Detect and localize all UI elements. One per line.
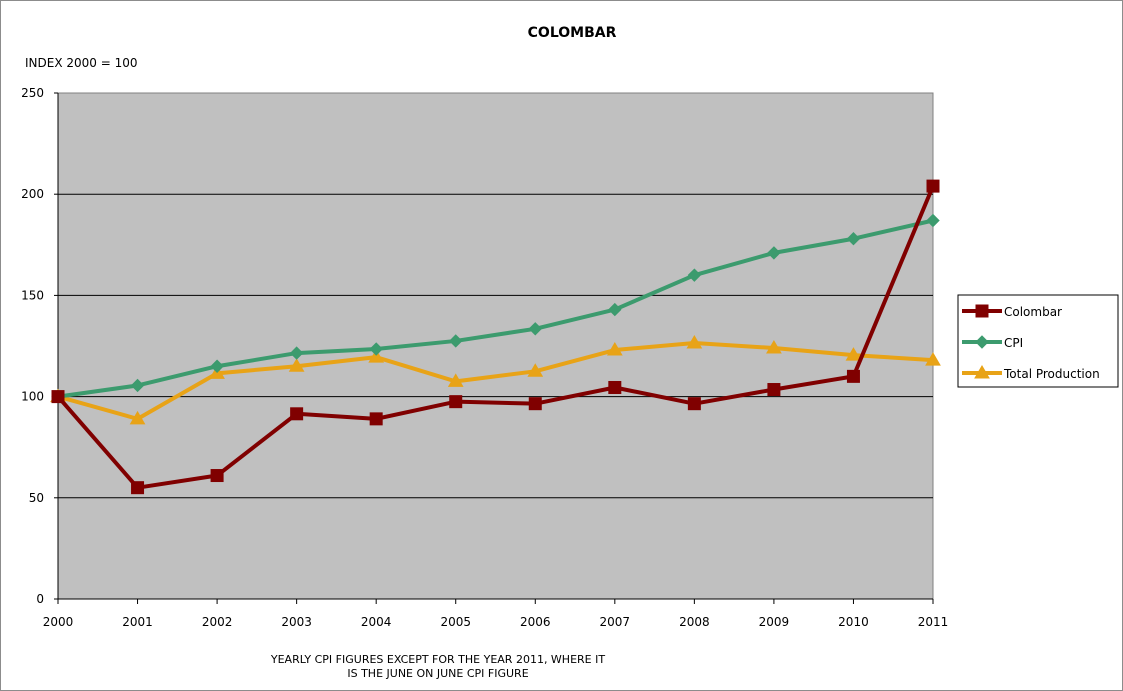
colombar-point-2010 xyxy=(846,369,860,383)
chart-title: COLOMBAR xyxy=(528,25,617,41)
legend-marker-cpi xyxy=(975,335,989,349)
x-tick-label-2011: 2011 xyxy=(918,615,949,629)
x-tick-label-2005: 2005 xyxy=(440,615,471,629)
x-tick-label-2000: 2000 xyxy=(43,615,74,629)
y-tick-label-100: 100 xyxy=(21,390,44,404)
legend: Colombar CPI Total Production xyxy=(957,294,1119,388)
total-production-point-2003 xyxy=(288,358,305,372)
legend-label-cpi: CPI xyxy=(1004,336,1023,350)
y-tick-label-0: 0 xyxy=(36,592,44,606)
x-tick-labels: 2000 2001 2002 2003 2004 2005 2006 2007 2008 2009… xyxy=(43,615,949,629)
cpi-point-2008 xyxy=(687,268,702,282)
plot-area xyxy=(57,92,934,600)
colombar-point-2006 xyxy=(528,397,542,411)
legend-item-colombar: Colombar xyxy=(962,304,1062,319)
total-production-line xyxy=(57,340,934,421)
colombar-line xyxy=(56,185,935,490)
total-production-point-2004 xyxy=(368,349,385,363)
legend-items: Colombar CPI Total Production xyxy=(962,304,1100,381)
y-axis-label: INDEX 2000 = 100 xyxy=(25,56,138,70)
legend-marker-total-production xyxy=(974,365,990,379)
legend-label-colombar: Colombar xyxy=(1004,305,1062,319)
colombar-point-2008 xyxy=(687,397,701,411)
cpi-point-2009 xyxy=(767,246,781,260)
chart-note: YEARLY CPI FIGURES EXCEPT FOR THE YEAR 2… xyxy=(270,653,605,680)
series-colombar xyxy=(51,179,940,495)
total-production-point-2008 xyxy=(686,334,703,349)
total-production-point-2010 xyxy=(845,347,862,361)
colombar-point-2000 xyxy=(51,390,65,404)
colombar-point-2005 xyxy=(449,395,463,409)
colombar-point-2002 xyxy=(210,469,224,483)
cpi-point-2001 xyxy=(130,378,145,393)
chart-note-line-2: IS THE JUNE ON JUNE CPI FIGURE xyxy=(347,667,528,680)
total-production-point-2005 xyxy=(447,373,464,387)
colombar-point-2001 xyxy=(131,481,145,495)
y-tick-labels: 0 50 100 150 200 250 xyxy=(21,86,44,606)
x-tick-label-2010: 2010 xyxy=(838,615,869,629)
cpi-point-2007 xyxy=(608,302,622,317)
total-production-point-2001 xyxy=(129,410,146,425)
total-production-point-2007 xyxy=(606,342,623,356)
colombar-point-2007 xyxy=(608,380,622,394)
total-production-point-2009 xyxy=(766,340,782,354)
x-tick-label-2009: 2009 xyxy=(759,615,790,629)
colombar-point-2011 xyxy=(926,179,940,193)
colombar-point-2004 xyxy=(369,412,383,426)
cpi-point-2010 xyxy=(846,232,861,246)
legend-label-total-production: Total Production xyxy=(1003,367,1100,381)
x-tick-label-2002: 2002 xyxy=(202,615,233,629)
x-tick-label-2007: 2007 xyxy=(600,615,631,629)
x-tick-label-2001: 2001 xyxy=(122,615,153,629)
colombar-point-2009 xyxy=(767,383,781,397)
legend-marker-colombar xyxy=(975,304,989,318)
y-tick-label-200: 200 xyxy=(21,187,44,201)
series-cpi xyxy=(51,213,940,404)
y-tick-label-50: 50 xyxy=(29,491,44,505)
cpi-point-2005 xyxy=(449,334,463,348)
cpi-point-2011 xyxy=(926,213,940,228)
gridlines xyxy=(58,193,933,499)
total-production-point-2011 xyxy=(925,352,941,366)
legend-item-cpi: CPI xyxy=(962,335,1023,350)
cpi-point-2002 xyxy=(210,359,224,373)
x-tick-label-2008: 2008 xyxy=(679,615,710,629)
cpi-point-2003 xyxy=(289,346,304,360)
y-tick-label-150: 150 xyxy=(21,288,44,302)
cpi-point-2004 xyxy=(369,342,383,356)
total-production-point-2006 xyxy=(527,363,544,377)
cpi-line xyxy=(57,218,934,399)
chart-note-line-1: YEARLY CPI FIGURES EXCEPT FOR THE YEAR 2… xyxy=(270,653,605,666)
x-tick-label-2006: 2006 xyxy=(520,615,551,629)
cpi-point-2006 xyxy=(528,322,542,336)
y-tick-label-250: 250 xyxy=(21,86,44,100)
series-lines xyxy=(50,179,941,495)
colombar-point-2003 xyxy=(290,407,304,421)
x-tick-label-2003: 2003 xyxy=(281,615,312,629)
x-tick-label-2004: 2004 xyxy=(361,615,392,629)
legend-item-total-production: Total Production xyxy=(962,365,1100,381)
